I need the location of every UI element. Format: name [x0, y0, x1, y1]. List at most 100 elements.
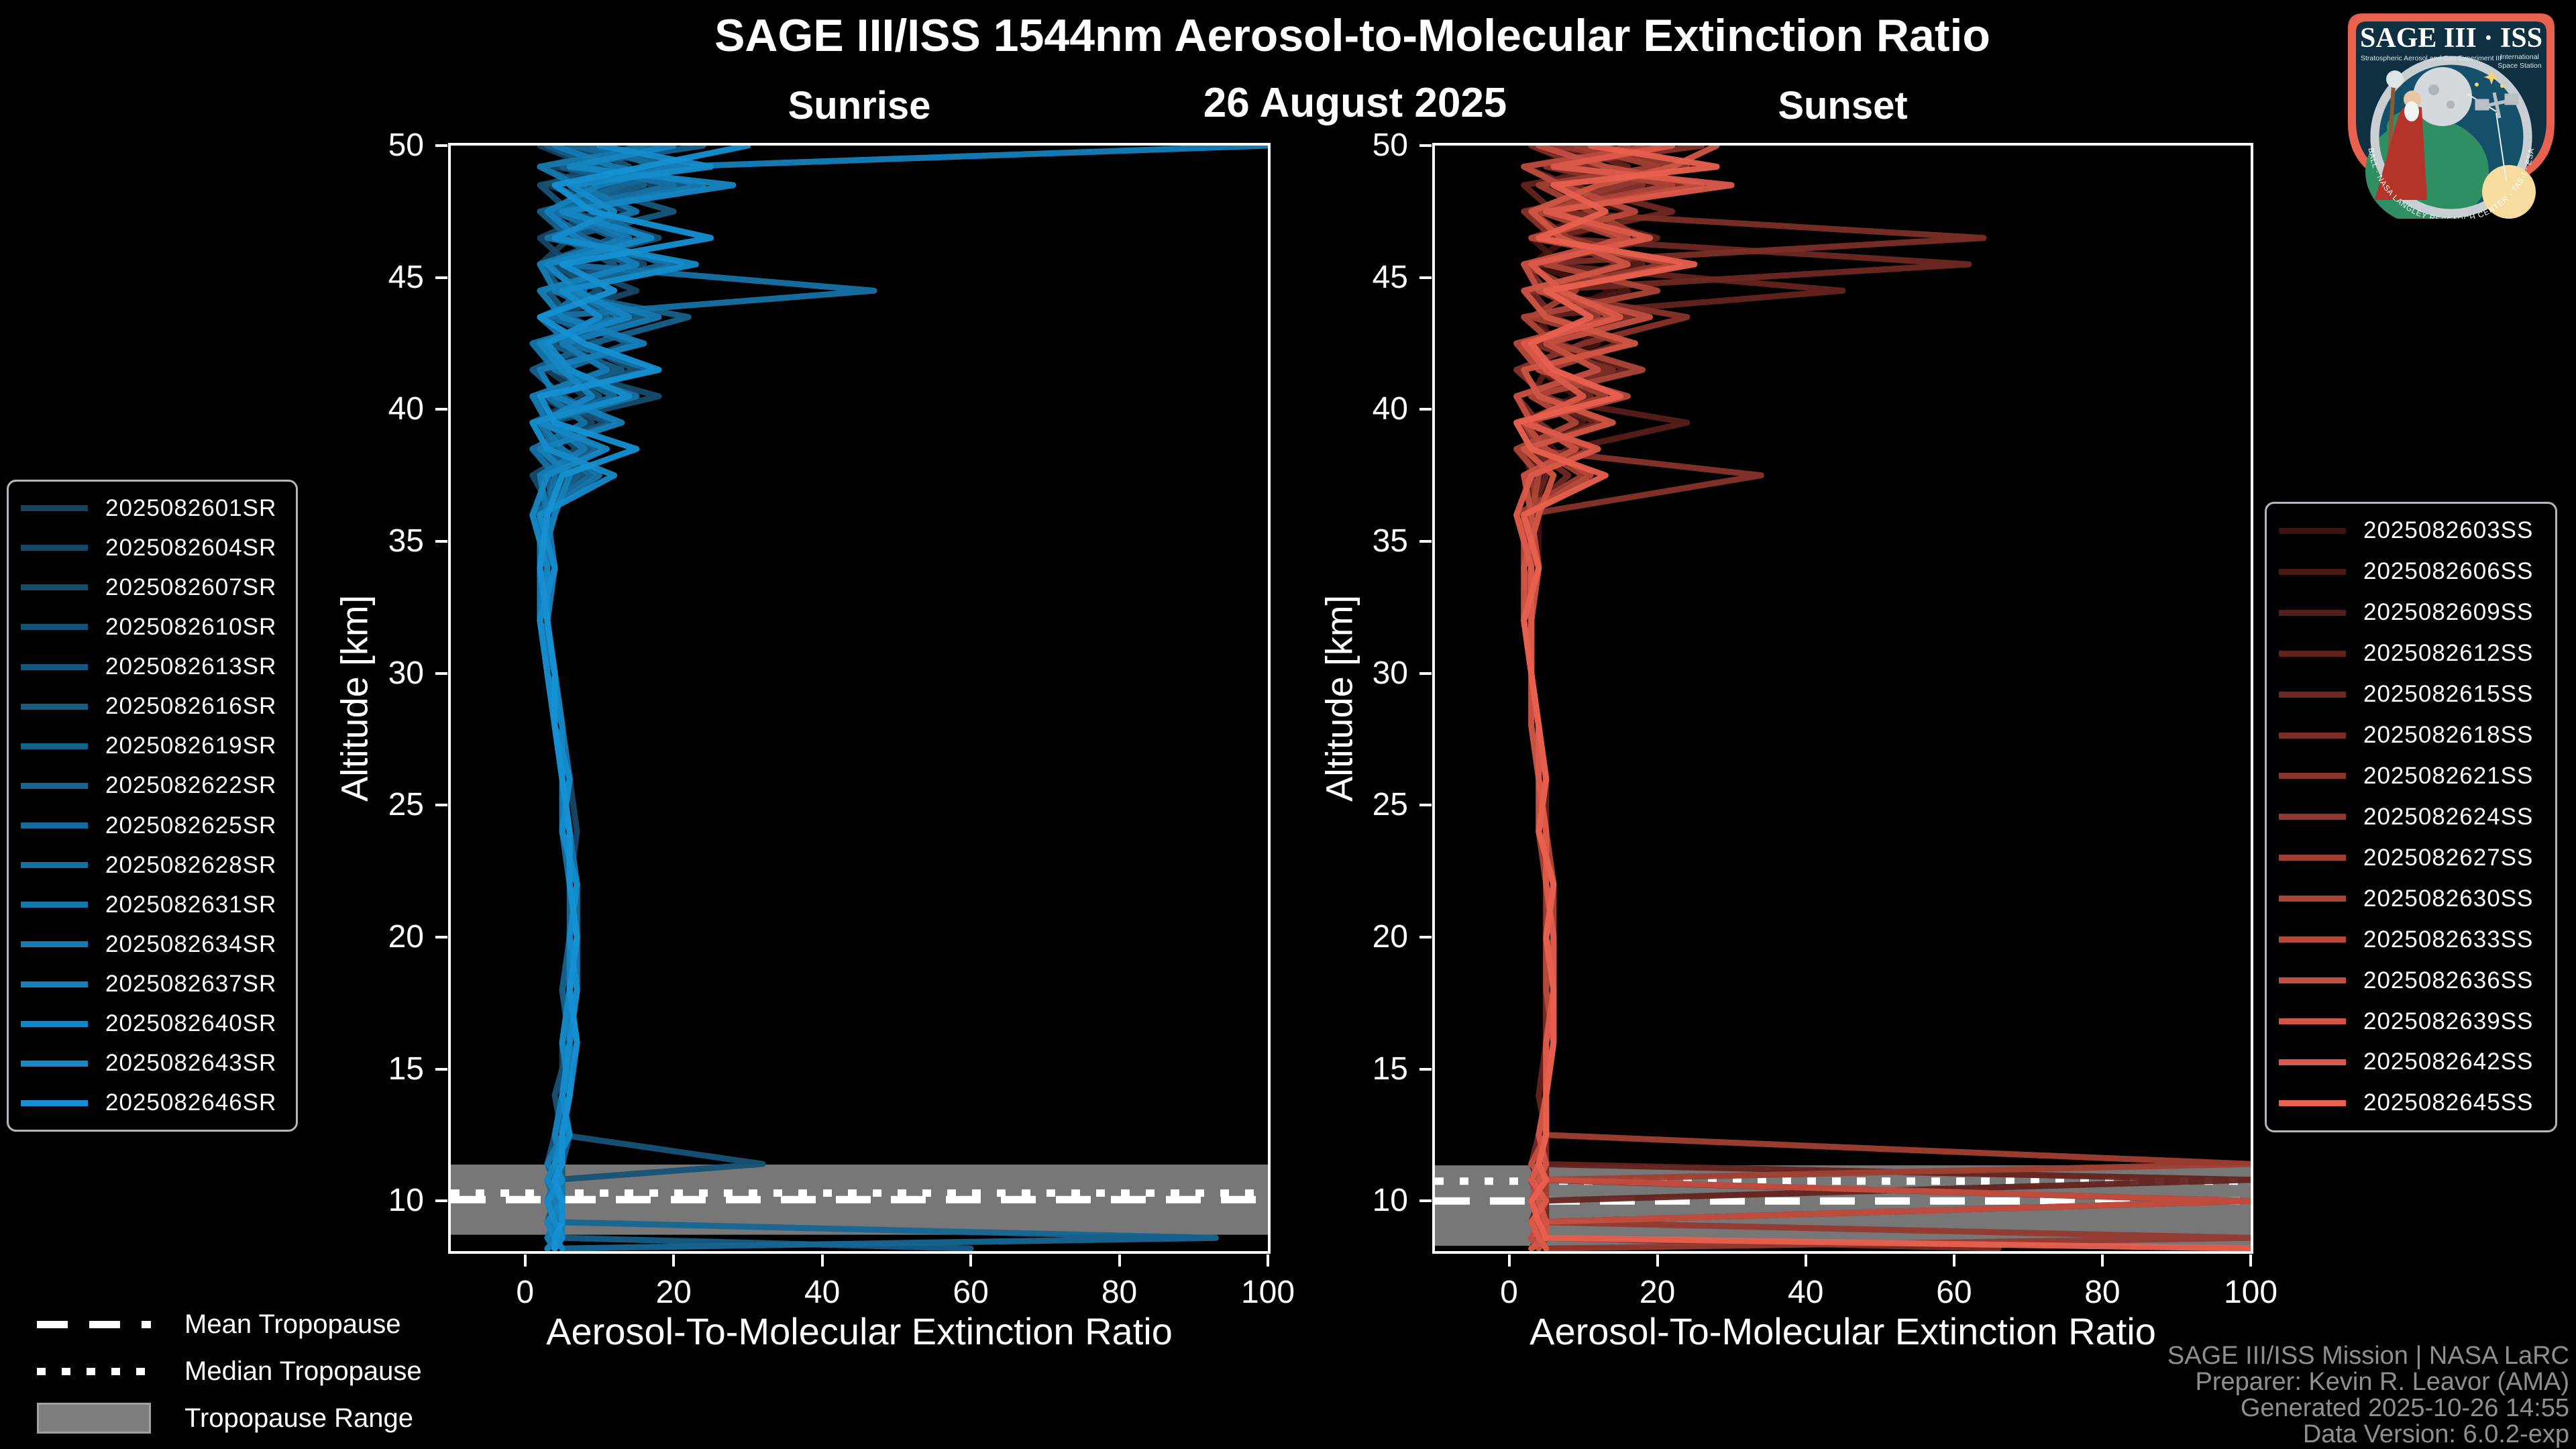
x-tick [969, 1254, 973, 1267]
x-tick [2100, 1254, 2104, 1267]
legend-line-swatch [21, 981, 88, 987]
legend-line-swatch [2279, 936, 2346, 943]
legend-label: Median Tropopause [184, 1356, 422, 1386]
legend-event-id: 2025082621SS [2363, 762, 2534, 789]
y-tick [435, 144, 447, 147]
x-tick [1656, 1254, 1659, 1267]
legend-line-swatch [21, 703, 88, 710]
legend-item: 2025082637SR [21, 971, 284, 998]
legend-item: 2025082618SS [2279, 722, 2543, 749]
legend-item: 2025082621SS [2279, 763, 2543, 790]
x-tick-label: 60 [1936, 1275, 1972, 1310]
moon [2413, 67, 2472, 126]
y-tick [1419, 672, 1432, 675]
y-tick [1419, 408, 1432, 411]
legend-event-id: 2025082609SS [2363, 599, 2534, 626]
legend-event-id: 2025082622SR [105, 772, 277, 799]
legend-event-id: 2025082633SS [2363, 926, 2534, 953]
legend-line-swatch [2279, 1018, 2346, 1025]
legend-event-id: 2025082606SS [2363, 558, 2534, 585]
legend-event-id: 2025082601SR [105, 494, 277, 521]
legend-event-id: 2025082619SR [105, 733, 277, 759]
y-tick [1419, 144, 1432, 147]
x-tick-label: 100 [2223, 1275, 2278, 1310]
legend-item: 2025082607SR [21, 574, 284, 601]
legend-event-id: 2025082603SS [2363, 517, 2534, 544]
legend-event-id: 2025082645SS [2363, 1089, 2534, 1116]
y-tick-label: 25 [388, 787, 424, 823]
sage-wizard-figure [2375, 70, 2427, 200]
legend-line-swatch [21, 743, 88, 749]
legend-event-id: 2025082616SR [105, 693, 277, 720]
x-tick-label: 60 [953, 1275, 989, 1310]
legend-item: 2025082604SR [21, 535, 284, 561]
legend-item: 2025082627SS [2279, 845, 2543, 871]
x-tick [1267, 1254, 1269, 1267]
legend-line-swatch [21, 941, 88, 948]
legend-item-median-tropopause: Median Tropopause [37, 1354, 422, 1389]
data-version: Data Version: 6.0.2-exp [2302, 1420, 2569, 1448]
y-tick [435, 1067, 447, 1071]
legend-item: 2025082622SR [21, 772, 284, 799]
x-tick-label: 100 [1240, 1275, 1295, 1310]
x-tick-label: 40 [804, 1275, 841, 1310]
profile-line-2025082628SR [529, 146, 877, 1251]
y-tick-label: 30 [1372, 655, 1408, 691]
moon-crater [2428, 85, 2439, 95]
y-tick [1419, 1067, 1432, 1071]
stars [2475, 70, 2504, 88]
y-axis-label-right: Altitude [km] [1318, 594, 1360, 802]
y-tick-label: 20 [1372, 918, 1408, 955]
legend-item: 2025082631SR [21, 892, 284, 918]
gray-patch-swatch [37, 1403, 151, 1434]
legend-line-swatch [21, 663, 88, 670]
iss-spacecraft [2475, 92, 2519, 119]
legend-event-id: 2025082607SR [105, 574, 277, 600]
legend-event-id: 2025082630SS [2363, 885, 2534, 912]
legend-line-swatch [2279, 1059, 2346, 1065]
legend-item: 2025082619SR [21, 733, 284, 759]
x-tick [1118, 1254, 1121, 1267]
panel-title-sunrise: Sunrise [788, 84, 931, 127]
legend-line-swatch [21, 545, 88, 551]
legend-line-swatch [21, 862, 88, 869]
page-title: SAGE III/ISS 1544nm Aerosol-to-Molecular… [714, 10, 1990, 61]
y-tick-label: 45 [388, 259, 424, 295]
x-tick-label: 0 [516, 1275, 535, 1310]
legend-event-id: 2025082642SS [2363, 1049, 2534, 1075]
legend-item: 2025082610SR [21, 614, 284, 641]
legend-label: Mean Tropopause [184, 1309, 401, 1339]
legend-line-swatch [21, 1060, 88, 1067]
legend-item: 2025082643SR [21, 1050, 284, 1077]
y-tick-label: 10 [388, 1183, 424, 1219]
legend-line-swatch [21, 584, 88, 591]
y-tick [1419, 935, 1432, 938]
patch-left-caption: Stratospheric Aerosol and Gas Experiment… [2361, 54, 2502, 62]
profile-line-2025082636SS [1513, 146, 2251, 1251]
legend-line-swatch [2279, 609, 2346, 616]
legend-event-id: 2025082627SS [2363, 844, 2534, 871]
legend-line-swatch [2279, 814, 2346, 820]
dashed-line-swatch [37, 1320, 151, 1328]
x-tick-label: 0 [1500, 1275, 1518, 1310]
y-tick-label: 40 [388, 391, 424, 427]
sunrise-legend: 2025082601SR 2025082604SR 2025082607SR 2025… [7, 480, 298, 1132]
legend-item: 2025082645SS [2279, 1089, 2543, 1116]
y-tick-label: 20 [388, 918, 424, 955]
legend-item: 2025082646SR [21, 1089, 284, 1116]
legend-item: 2025082609SS [2279, 599, 2543, 626]
x-tick [672, 1254, 676, 1267]
legend-item: 2025082613SR [21, 653, 284, 680]
legend-event-id: 2025082646SR [105, 1089, 277, 1116]
legend-item: 2025082624SS [2279, 804, 2543, 830]
tropopause-legend: Mean Tropopause Median Tropopause Tropop… [37, 1307, 422, 1436]
legend-event-id: 2025082624SS [2363, 803, 2534, 830]
sunrise-plot-area [448, 143, 1271, 1254]
x-tick [2249, 1254, 2252, 1267]
sunset-legend: 2025082603SS 2025082606SS 2025082609SS 2025… [2265, 502, 2557, 1132]
legend-item: 2025082616SR [21, 693, 284, 720]
legend-item: 2025082634SR [21, 931, 284, 958]
legend-line-swatch [2279, 732, 2346, 739]
legend-line-swatch [2279, 896, 2346, 902]
x-tick [820, 1254, 824, 1267]
